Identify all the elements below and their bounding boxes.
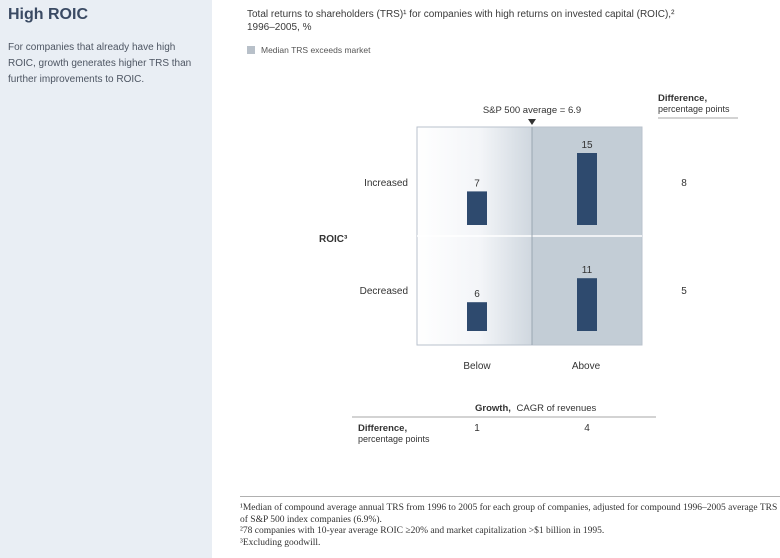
column-axis-label-text: CAGR of revenues xyxy=(517,403,597,414)
column-difference-title: Difference, xyxy=(358,423,407,434)
row-difference-title: Difference, xyxy=(658,93,707,104)
bar-decreased-above xyxy=(577,278,597,331)
chart-title: Total returns to shareholders (TRS)¹ for… xyxy=(247,8,687,34)
reference-label: S&P 500 average = 6.9 xyxy=(483,105,581,116)
data-label-decreased-below: 6 xyxy=(474,289,480,300)
footnote-2: ²78 companies with 10-year average ROIC … xyxy=(240,526,605,536)
legend-label: Median TRS exceeds market xyxy=(261,45,371,55)
chart-svg: S&P 500 average = 6.9 Increased Decrease… xyxy=(319,93,738,444)
row-axis-label: ROIC³ xyxy=(319,234,348,245)
footnotes: ¹Median of compound average annual TRS f… xyxy=(240,496,780,549)
sidebar-panel: High ROIC For companies that already hav… xyxy=(0,0,212,558)
row-difference-decreased: 5 xyxy=(681,286,687,297)
row-label-increased: Increased xyxy=(364,178,408,189)
data-label-decreased-above: 11 xyxy=(582,265,593,276)
bar-increased-below xyxy=(467,191,487,225)
column-axis-label: Growth, CAGR of revenues xyxy=(475,403,597,414)
chart-title-line1: Total returns to shareholders (TRS)¹ for… xyxy=(247,9,675,20)
bar-increased-above xyxy=(577,153,597,225)
footnote-3: ³Excluding goodwill. xyxy=(240,537,321,548)
reference-marker xyxy=(528,119,536,125)
legend-swatch xyxy=(247,46,255,54)
row-label-decreased: Decreased xyxy=(360,286,408,297)
column-difference-below: 1 xyxy=(474,423,480,434)
bar-decreased-below xyxy=(467,302,487,331)
sidebar-description: For companies that already have high ROI… xyxy=(8,42,192,85)
data-label-increased-above: 15 xyxy=(581,140,593,151)
footnote-1: ¹Median of compound average annual TRS f… xyxy=(240,503,778,525)
row-difference-increased: 8 xyxy=(681,178,687,189)
row-difference-subtitle: percentage points xyxy=(658,104,730,114)
legend: Median TRS exceeds market xyxy=(247,45,370,55)
chart-title-line2: 1996–2005, % xyxy=(247,22,312,33)
column-axis-label-bold: Growth, xyxy=(475,403,511,414)
page-title: High ROIC xyxy=(8,6,88,23)
column-difference-above: 4 xyxy=(584,423,590,434)
column-difference-subtitle: percentage points xyxy=(358,434,430,444)
data-label-increased-below: 7 xyxy=(474,178,480,189)
column-label-below: Below xyxy=(463,361,491,372)
column-label-above: Above xyxy=(572,361,601,372)
